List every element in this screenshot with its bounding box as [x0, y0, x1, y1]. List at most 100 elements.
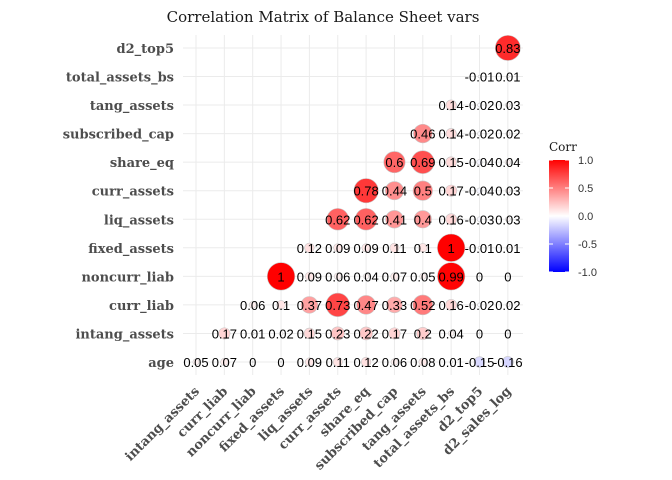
correlation-value: -0.04: [465, 155, 495, 170]
correlation-value: 0.46: [410, 127, 435, 142]
correlation-circle: [448, 330, 455, 337]
y-tick-label: subscribed_cap: [63, 128, 174, 143]
color-legend: Corr 1.0 0.5 0.0 -0.5 -1.0: [549, 140, 597, 279]
correlation-value: 0: [249, 355, 256, 370]
correlation-circle: [386, 296, 403, 314]
correlation-value: 0.09: [353, 241, 378, 256]
correlation-value: 0.4: [414, 212, 432, 227]
correlation-value: 0.14: [438, 98, 463, 113]
correlation-circle: [413, 210, 432, 229]
correlation-circle: [390, 272, 399, 281]
correlation-value: 0.04: [438, 326, 463, 341]
correlation-value: 0.06: [325, 269, 350, 284]
correlation-circle: [300, 296, 319, 314]
correlation-circle: [506, 246, 510, 250]
correlation-circle: [449, 360, 453, 364]
x-axis-labels: intang_assetscurr_liabnoncurr_liabfixed_…: [123, 384, 515, 473]
correlation-value: 0.03: [495, 98, 520, 113]
correlation-circle: [249, 301, 257, 309]
correlation-circle: [333, 243, 343, 253]
correlation-value: -0.16: [493, 355, 523, 370]
y-tick-label: fixed_assets: [88, 242, 174, 257]
correlation-value: 0.09: [325, 241, 350, 256]
correlation-value: 0.62: [353, 212, 378, 227]
correlation-circle: [445, 99, 457, 111]
correlation-value: -0.01: [465, 241, 495, 256]
correlation-circle: [445, 213, 457, 226]
correlation-circle: [411, 150, 435, 174]
correlation-value: 0.06: [382, 355, 407, 370]
correlation-circle: [413, 123, 433, 144]
correlation-circle: [384, 181, 404, 201]
correlation-circle: [363, 273, 370, 280]
correlation-circle: [419, 272, 427, 280]
correlation-value: -0.01: [465, 70, 495, 85]
correlation-value: 0.04: [495, 155, 520, 170]
correlation-circle: [361, 356, 372, 368]
correlation-circle: [505, 188, 511, 194]
correlation-circle: [276, 300, 286, 310]
correlation-value: 0.73: [325, 298, 350, 313]
correlation-circle: [506, 74, 510, 79]
correlation-value: 0.33: [382, 298, 407, 313]
correlation-value: 0.05: [410, 269, 435, 284]
correlation-circle: [359, 326, 373, 341]
correlation-circle: [418, 357, 428, 367]
correlation-value: -0.04: [465, 184, 495, 199]
y-tick-label: age: [148, 356, 174, 371]
correlation-value: -0.15: [465, 355, 495, 370]
correlation-circle: [220, 358, 229, 366]
correlation-value: 0.08: [410, 355, 435, 370]
correlation-circle: [304, 271, 314, 281]
correlation-value: 0.47: [353, 298, 378, 313]
correlation-circle: [356, 295, 376, 315]
correlation-circle: [477, 102, 482, 108]
y-tick-label: d2_top5: [117, 42, 174, 57]
correlation-circle: [476, 187, 483, 194]
correlation-value: 0.37: [297, 298, 322, 313]
grid: [183, 35, 523, 375]
correlation-circle: [278, 331, 284, 336]
legend-title: Corr: [549, 140, 577, 154]
correlation-circle: [505, 302, 511, 308]
correlation-circle: [445, 128, 457, 140]
y-tick-label: intang_assets: [75, 327, 174, 342]
correlation-circle: [477, 74, 482, 79]
correlation-value: 0.6: [385, 155, 403, 170]
correlation-circle: [502, 356, 514, 368]
y-tick-label: tang_assets: [90, 99, 174, 114]
correlation-value: 0.83: [495, 41, 520, 56]
correlation-value: 0.14: [438, 127, 463, 142]
correlation-circle: [473, 356, 486, 368]
correlation-circle: [478, 332, 481, 335]
y-tick-label: noncurr_liab: [81, 270, 174, 285]
correlation-circle: [477, 246, 482, 250]
correlation-circle: [251, 331, 255, 336]
correlation-circle: [445, 299, 457, 311]
correlation-value: 0.99: [438, 269, 463, 284]
correlation-circle: [506, 275, 509, 278]
correlation-value: 0.03: [495, 184, 520, 199]
correlation-value: 0.62: [325, 212, 350, 227]
correlation-value: 0.16: [438, 298, 463, 313]
correlation-value: 0.17: [382, 326, 407, 341]
correlation-value: -0.03: [465, 212, 495, 227]
y-tick-label: curr_assets: [92, 185, 174, 200]
correlation-circle: [437, 262, 466, 291]
correlation-value: 0: [504, 326, 511, 341]
correlation-circle: [354, 208, 378, 231]
correlation-circle: [303, 327, 316, 340]
correlation-value: 0.02: [495, 127, 520, 142]
legend-tick-label: 0.5: [578, 183, 593, 195]
correlation-circle: [218, 327, 231, 340]
correlation-value: 0.12: [297, 241, 322, 256]
correlation-value: 0.15: [297, 326, 322, 341]
correlation-circle: [437, 233, 466, 262]
correlation-value: 0.1: [272, 298, 290, 313]
correlation-circle: [412, 180, 433, 201]
correlation-circle: [445, 184, 458, 197]
correlation-circle: [385, 210, 404, 229]
legend-tick-label: 1.0: [578, 155, 593, 167]
correlation-value: 0.06: [240, 298, 265, 313]
correlation-value: -0.02: [465, 98, 495, 113]
